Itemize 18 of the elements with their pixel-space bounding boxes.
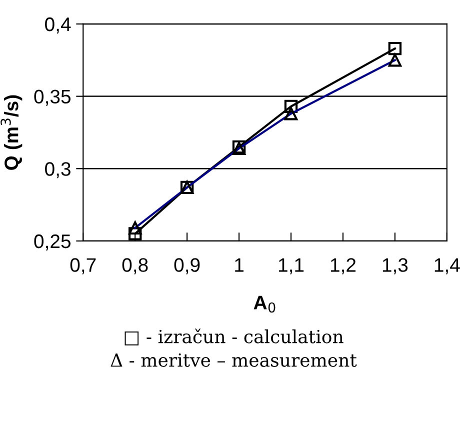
x-tick-label: 1,1	[278, 258, 304, 274]
y-axis-title: Q (m$^{3}$/s)	[0, 95, 22, 170]
text: Δ - meritve – measurement	[110, 353, 357, 367]
y-tick-label: 0,25	[34, 234, 71, 250]
x-tick-label: 1,4	[434, 258, 460, 274]
x-tick-label: 1,2	[330, 258, 356, 274]
x-tick-label: 0,7	[70, 258, 96, 274]
text: □ - izračun - calculation	[124, 328, 344, 346]
x-tick-label: 1,3	[382, 258, 408, 274]
y-tick-label: 0,4	[45, 17, 71, 34]
y-tick-label: 0,35	[34, 90, 71, 106]
point	[284, 100, 298, 114]
y-tick-label: 0,3	[45, 162, 70, 178]
x-axis-title: A$_{0}$	[254, 296, 276, 313]
x-tick-label: 0,8	[122, 258, 148, 274]
x-tick-label: 0,9	[174, 258, 200, 274]
point	[388, 42, 402, 56]
x-tick-label: 1	[235, 258, 244, 272]
